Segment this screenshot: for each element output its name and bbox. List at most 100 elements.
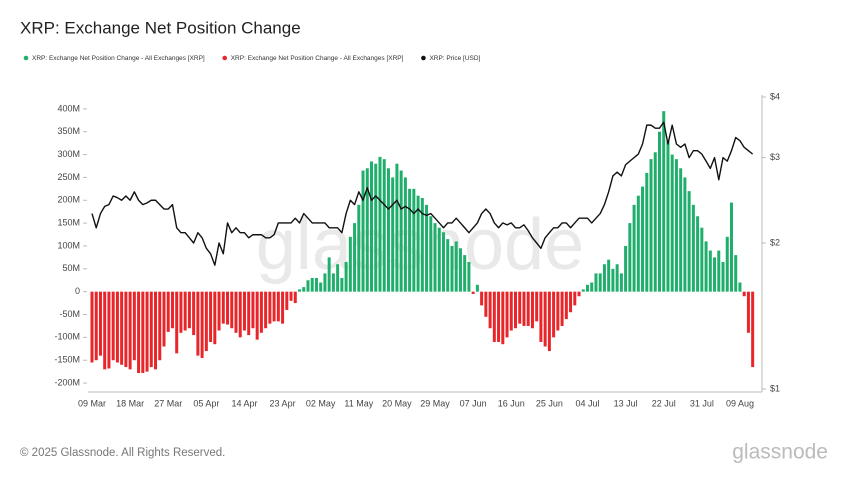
y-tick-label: 150M xyxy=(57,217,80,227)
bar xyxy=(238,291,242,338)
bar xyxy=(209,291,213,342)
bar xyxy=(361,170,365,292)
bar xyxy=(395,163,399,292)
y2-tick-label: $4 xyxy=(770,91,780,101)
bar xyxy=(200,291,204,358)
bar xyxy=(624,245,628,292)
bar xyxy=(154,291,158,370)
bar xyxy=(539,291,543,342)
bar xyxy=(666,140,670,292)
y-tick-label: 350M xyxy=(57,126,80,136)
bar xyxy=(166,291,170,332)
x-tick-label: 07 Jun xyxy=(460,398,487,408)
bar xyxy=(310,277,314,292)
y-tick-label: 200M xyxy=(57,195,80,205)
bar xyxy=(242,291,246,331)
y-tick-label: 0 xyxy=(75,286,80,296)
bar xyxy=(319,282,323,292)
bar xyxy=(103,291,107,370)
bar xyxy=(145,291,149,372)
bar xyxy=(721,261,725,292)
bar xyxy=(399,170,403,292)
x-tick-label: 31 Jul xyxy=(690,398,714,408)
x-tick-label: 25 Jun xyxy=(536,398,563,408)
bar xyxy=(501,291,505,345)
bar xyxy=(336,264,340,292)
bar xyxy=(653,152,657,292)
bar xyxy=(514,291,517,329)
legend-marker xyxy=(421,55,426,61)
bar xyxy=(484,291,488,317)
bar xyxy=(149,291,153,368)
y-tick-label: 300M xyxy=(57,149,80,159)
bar xyxy=(717,250,721,292)
bar xyxy=(268,291,272,324)
bar xyxy=(370,161,374,292)
bar xyxy=(285,291,289,310)
bar xyxy=(569,291,573,313)
bar xyxy=(751,291,755,368)
x-tick-label: 16 Jun xyxy=(498,398,525,408)
bar xyxy=(132,291,136,361)
y-tick-label: -50M xyxy=(59,309,80,319)
legend-label: XRP: Exchange Net Position Change - All … xyxy=(32,55,205,62)
bar xyxy=(255,291,259,340)
bar xyxy=(467,261,471,292)
y-tick-label: -200M xyxy=(54,377,80,387)
x-tick-label: 29 May xyxy=(420,398,450,408)
bar xyxy=(564,291,568,320)
bar xyxy=(107,291,111,369)
bar xyxy=(111,291,115,361)
bar xyxy=(734,255,738,292)
bar xyxy=(607,259,611,292)
bar xyxy=(713,257,717,292)
bar xyxy=(187,291,191,329)
bar xyxy=(357,204,361,292)
bar xyxy=(590,282,594,292)
bar xyxy=(293,291,297,304)
bar xyxy=(137,291,141,374)
bar xyxy=(115,291,119,363)
bar xyxy=(645,172,649,292)
bar xyxy=(98,291,102,356)
bar xyxy=(416,195,420,292)
bar xyxy=(391,177,395,292)
bar xyxy=(437,227,441,292)
bar xyxy=(475,284,479,292)
bar xyxy=(429,216,433,292)
copyright: © 2025 Glassnode. All Rights Reserved. xyxy=(20,447,225,459)
x-tick-label: 18 Mar xyxy=(116,398,144,408)
bar xyxy=(505,291,509,338)
bar xyxy=(729,202,733,292)
x-tick-label: 23 Apr xyxy=(270,398,296,408)
bar xyxy=(446,239,450,292)
bar xyxy=(725,236,729,292)
bar xyxy=(314,277,318,292)
legend-marker xyxy=(23,55,29,61)
bar xyxy=(327,257,331,292)
bar xyxy=(408,188,412,292)
bar xyxy=(323,273,327,292)
bar xyxy=(251,291,255,329)
bar xyxy=(340,277,344,292)
bar xyxy=(687,191,691,292)
bar xyxy=(683,177,687,292)
price-line xyxy=(91,121,754,266)
x-tick-label: 27 Mar xyxy=(154,398,182,408)
legend-marker xyxy=(222,55,228,61)
watermark: glassnode xyxy=(256,205,584,285)
bar xyxy=(480,291,484,306)
bar xyxy=(217,291,221,331)
bar xyxy=(497,291,501,342)
bar xyxy=(374,163,378,292)
bar xyxy=(615,264,619,292)
bar xyxy=(90,291,94,363)
x-tick-label: 22 Jul xyxy=(652,398,676,408)
bar xyxy=(162,291,166,347)
bar xyxy=(302,287,306,292)
bar xyxy=(492,291,496,342)
bar xyxy=(552,291,556,338)
bar xyxy=(577,291,581,297)
x-tick-label: 13 Jul xyxy=(614,398,638,408)
bar xyxy=(556,291,560,331)
